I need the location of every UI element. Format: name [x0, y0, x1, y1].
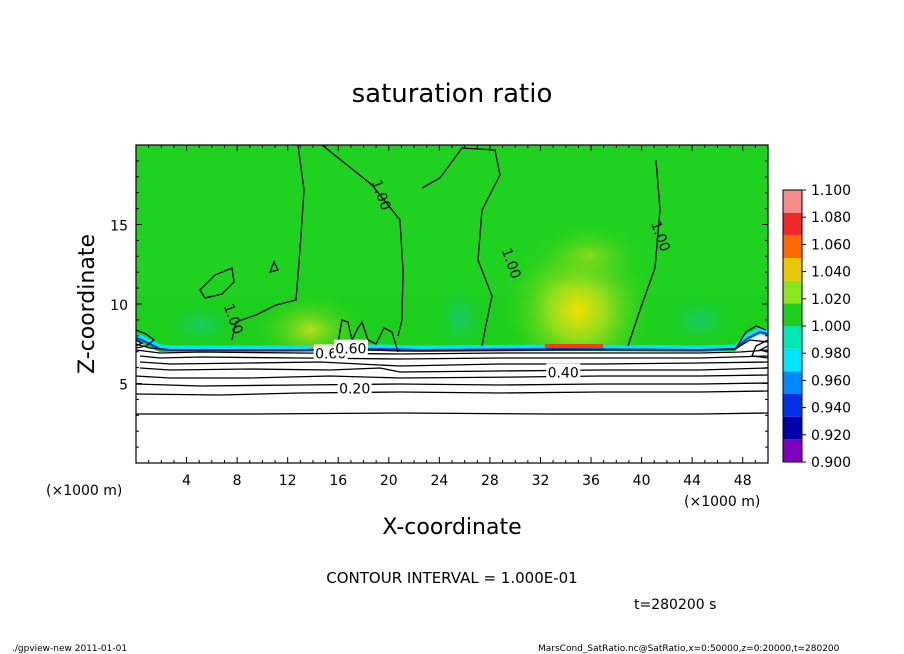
cool-region-3 [160, 300, 240, 350]
x-tick-label: 28 [481, 473, 499, 489]
x-tick-label: 32 [532, 473, 550, 489]
contour-0-40 [136, 374, 768, 379]
contour-0-60 [139, 361, 768, 367]
x-axis-unit-right: (×1000 m) [684, 494, 760, 510]
colorbar-swatch [783, 280, 802, 304]
x-axis: 4 8 12 16 20 24 28 32 36 40 44 48 [148, 145, 756, 489]
cool-region-1 [430, 278, 490, 358]
colorbar-label: 0.940 [811, 401, 851, 417]
colorbar-swatch [783, 394, 802, 417]
hot-spot-center [545, 344, 603, 348]
contour-lines [136, 145, 768, 415]
edge-contour-right [751, 339, 768, 359]
edge-contour-left-2 [136, 339, 144, 347]
colorbar-label: 0.920 [811, 428, 851, 444]
contour-1-00-island [199, 267, 235, 299]
contour-label: 0.60 [335, 342, 366, 358]
x-tick-label: 4 [182, 473, 191, 489]
edge-contour-left [136, 329, 156, 349]
x-tick-label: 20 [380, 473, 398, 489]
y-tick-label: 10 [110, 298, 128, 314]
colorbar-label: 0.900 [811, 455, 851, 471]
contour-1-00-bumps [337, 319, 399, 353]
contour-0-70 [139, 355, 768, 360]
plot-field: 1.001.001.001.000.600.600.400.20 [136, 145, 768, 463]
contour-interval-note: CONTOUR INTERVAL = 1.000E-01 [326, 569, 577, 587]
contour-1-00-c [421, 147, 501, 347]
contour-label: 0.20 [339, 381, 370, 397]
colorbar-swatch [783, 416, 802, 440]
contour-1-00-islet [268, 260, 279, 273]
y-tick-label: 5 [119, 378, 128, 394]
colorbar-label: 1.040 [811, 265, 851, 281]
transition-blue [136, 330, 768, 352]
contour-label-bg [333, 339, 368, 356]
contour-1-00-bump2 [735, 325, 767, 349]
contour-label: 0.40 [548, 366, 579, 382]
x-tick-label: 12 [279, 473, 297, 489]
contour-0-50 [139, 367, 768, 373]
field-upper-band [136, 145, 768, 295]
contour-label-bg [546, 363, 581, 380]
footer-right: MarsCond_SatRatio.nc@SatRatio,x=0:50000,… [538, 644, 840, 654]
contour-1-00-a [231, 145, 305, 341]
colorbar-swatch [783, 190, 802, 213]
colorbar-label: 1.060 [811, 237, 851, 253]
colorbar-swatch [783, 258, 802, 281]
x-tick-label: 36 [582, 473, 600, 489]
contour-0-10 [136, 412, 768, 415]
time-label: t=280200 s [634, 597, 716, 613]
x-tick-label: 16 [329, 473, 347, 489]
colorbar-swatch [783, 212, 802, 236]
warm-region-top [530, 220, 650, 290]
y-axis-title: Z-coordinate [75, 234, 100, 374]
transition-cyan [136, 327, 768, 351]
colorbar-label: 1.080 [811, 210, 851, 226]
colorbar-swatch [783, 348, 802, 372]
colorbar-label: 0.960 [811, 373, 851, 389]
x-tick-label: 48 [734, 473, 752, 489]
x-tick-label: 24 [430, 473, 448, 489]
cool-region-2 [660, 290, 740, 350]
contour-0-20 [136, 390, 768, 396]
contour-0-90 [136, 339, 768, 352]
colorbar-swatch [783, 235, 802, 258]
footer-left: ./gpview-new 2011-01-01 [12, 644, 127, 654]
colorbar-label: 1.100 [811, 183, 851, 199]
contour-label-bg [337, 379, 372, 396]
colorbar-swatch [783, 303, 802, 326]
contour-0-80 [136, 349, 768, 355]
colorbar-label: 1.000 [811, 319, 851, 335]
subsurface-white [136, 334, 768, 463]
y-tick-label: 15 [110, 219, 128, 235]
x-axis-unit-left: (×1000 m) [46, 483, 122, 499]
chart-title: saturation ratio [352, 79, 553, 109]
contour-1-00-b [321, 145, 404, 337]
x-tick-label: 40 [633, 473, 651, 489]
colorbar-label: 1.020 [811, 292, 851, 308]
colorbar: 0.900 0.920 0.940 0.960 0.980 1.000 1.020 1.040… [782, 183, 851, 471]
colorbar-swatch [783, 371, 802, 394]
colorbar-label: 0.980 [811, 346, 851, 362]
contour-labels: 1.001.001.001.000.600.600.400.20 [220, 178, 673, 398]
contour-0-30 [136, 382, 768, 387]
colorbar-swatch [783, 326, 802, 349]
y-axis: 5 10 15 [110, 160, 768, 448]
contour-1-00-d [627, 159, 661, 347]
x-tick-label: 8 [233, 473, 242, 489]
x-tick-label: 44 [683, 473, 701, 489]
x-axis-title: X-coordinate [382, 515, 521, 540]
colorbar-swatch [783, 439, 802, 462]
